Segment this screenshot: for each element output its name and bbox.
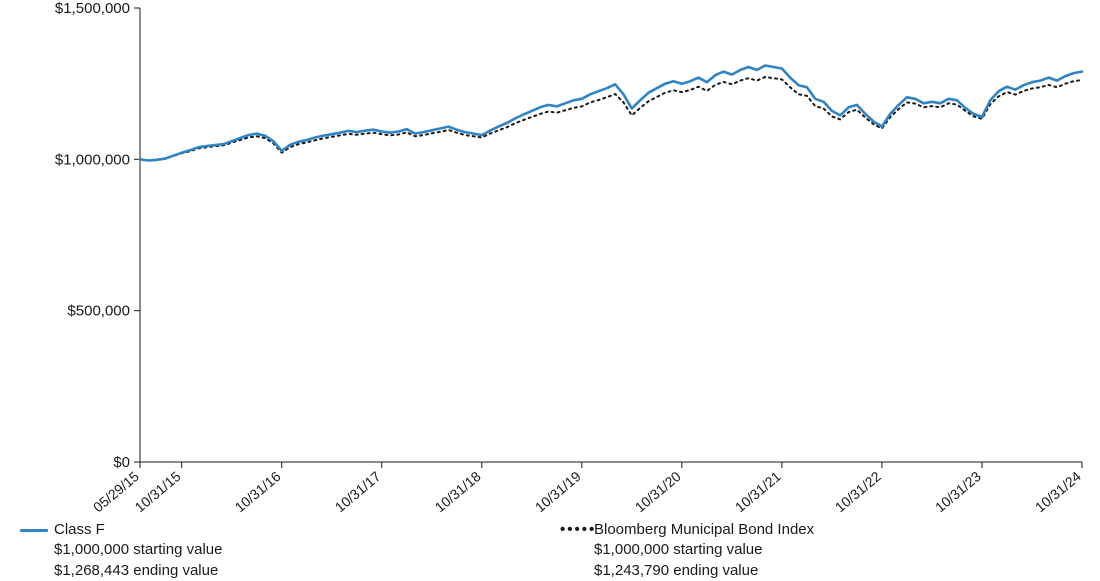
svg-text:$1,500,000: $1,500,000 (55, 0, 130, 17)
svg-text:10/31/20: 10/31/20 (632, 468, 684, 515)
legend-label: Bloomberg Municipal Bond Index (594, 520, 814, 540)
legend-bloomberg-index: ••••• Bloomberg Municipal Bond Index $1,… (560, 520, 814, 581)
legend-swatch-dots: ••••• (560, 525, 588, 535)
legend-class-f: Class F $1,000,000 starting value $1,268… (20, 520, 222, 581)
svg-text:10/31/15: 10/31/15 (132, 468, 184, 515)
svg-text:10/31/16: 10/31/16 (232, 468, 284, 515)
svg-text:10/31/18: 10/31/18 (432, 468, 484, 515)
svg-text:10/31/17: 10/31/17 (332, 468, 384, 515)
svg-text:10/31/19: 10/31/19 (532, 468, 584, 515)
growth-chart: $0$500,000$1,000,000$1,500,00005/29/1510… (0, 0, 1100, 578)
legend-starting-value: $1,000,000 starting value (20, 540, 222, 560)
svg-text:$0: $0 (113, 454, 130, 471)
svg-text:10/31/24: 10/31/24 (1032, 468, 1084, 515)
legend-starting-value: $1,000,000 starting value (560, 540, 814, 560)
legend-swatch-line (20, 529, 48, 532)
svg-text:10/31/21: 10/31/21 (732, 468, 784, 515)
svg-text:10/31/23: 10/31/23 (932, 468, 984, 515)
svg-text:$1,000,000: $1,000,000 (55, 151, 130, 168)
legend-label: Class F (54, 520, 105, 540)
svg-text:05/29/15: 05/29/15 (90, 468, 142, 515)
legend-title: Class F (20, 520, 222, 540)
svg-text:$500,000: $500,000 (67, 303, 130, 320)
chart-canvas: $0$500,000$1,000,000$1,500,00005/29/1510… (0, 0, 1100, 578)
svg-text:10/31/22: 10/31/22 (832, 468, 884, 515)
legend-title: ••••• Bloomberg Municipal Bond Index (560, 520, 814, 540)
